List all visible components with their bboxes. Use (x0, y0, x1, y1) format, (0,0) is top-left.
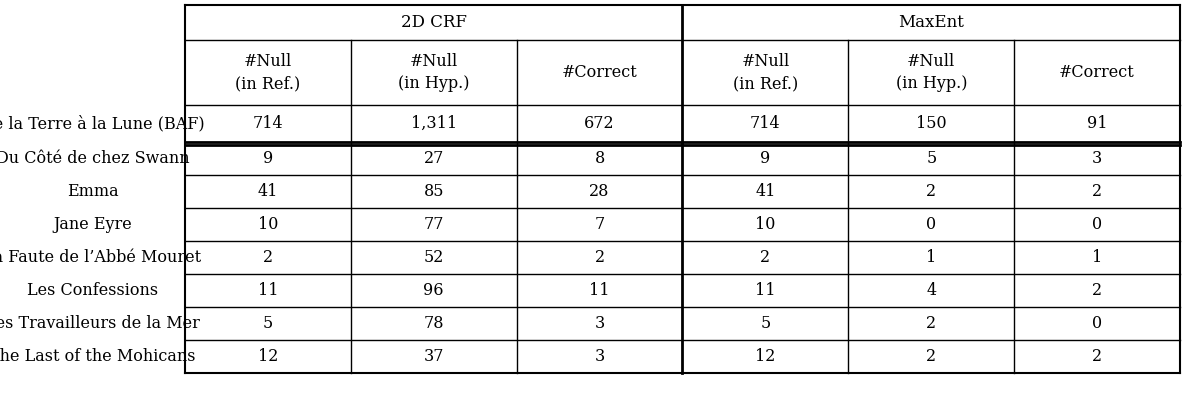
Text: 52: 52 (424, 249, 444, 266)
Text: #Correct: #Correct (561, 64, 638, 81)
Text: 3: 3 (1093, 150, 1102, 167)
Text: #Null
(in Ref.): #Null (in Ref.) (235, 53, 301, 92)
Text: 85: 85 (424, 183, 444, 200)
Text: #Null
(in Hyp.): #Null (in Hyp.) (896, 53, 967, 92)
Text: 2: 2 (263, 249, 273, 266)
Text: 41: 41 (258, 183, 278, 200)
Text: 11: 11 (755, 282, 776, 299)
Text: 12: 12 (756, 348, 776, 365)
Text: 9: 9 (263, 150, 273, 167)
Text: Les Confessions: Les Confessions (27, 282, 158, 299)
Text: 11: 11 (258, 282, 278, 299)
Text: 78: 78 (424, 315, 444, 332)
Text: 9: 9 (761, 150, 770, 167)
Text: 27: 27 (424, 150, 444, 167)
Text: 150: 150 (916, 115, 947, 132)
Text: 3: 3 (595, 348, 604, 365)
Text: De la Terre à la Lune (BAF): De la Terre à la Lune (BAF) (0, 115, 204, 132)
Text: 77: 77 (424, 216, 444, 233)
Text: La Faute de l’Abbé Mouret: La Faute de l’Abbé Mouret (0, 249, 202, 266)
Text: 7: 7 (595, 216, 604, 233)
Text: 1: 1 (927, 249, 936, 266)
Text: 12: 12 (258, 348, 278, 365)
Text: 8: 8 (595, 150, 604, 167)
Text: #Null
(in Hyp.): #Null (in Hyp.) (398, 53, 469, 92)
Text: Les Travailleurs de la Mer: Les Travailleurs de la Mer (0, 315, 199, 332)
Text: 2: 2 (1093, 282, 1102, 299)
Text: 5: 5 (761, 315, 770, 332)
Text: 2: 2 (927, 348, 936, 365)
Text: 1,311: 1,311 (411, 115, 457, 132)
Text: 2: 2 (1093, 348, 1102, 365)
Text: The Last of the Mohicans: The Last of the Mohicans (0, 348, 196, 365)
Text: 10: 10 (756, 216, 776, 233)
Text: 1: 1 (1093, 249, 1102, 266)
Text: 3: 3 (595, 315, 604, 332)
Text: 0: 0 (927, 216, 936, 233)
Text: 10: 10 (258, 216, 278, 233)
Text: 0: 0 (1093, 216, 1102, 233)
Text: Du Côté de chez Swann: Du Côté de chez Swann (0, 150, 190, 167)
Text: 96: 96 (424, 282, 444, 299)
Text: 714: 714 (253, 115, 283, 132)
Text: 5: 5 (927, 150, 936, 167)
Text: 2: 2 (1093, 183, 1102, 200)
Text: 2: 2 (927, 315, 936, 332)
Text: 2: 2 (927, 183, 936, 200)
Text: 2: 2 (595, 249, 604, 266)
Text: Jane Eyre: Jane Eyre (53, 216, 131, 233)
Text: #Null
(in Ref.): #Null (in Ref.) (733, 53, 798, 92)
Text: 41: 41 (756, 183, 776, 200)
Text: Emma: Emma (67, 183, 118, 200)
Text: 91: 91 (1087, 115, 1107, 132)
Text: 5: 5 (263, 315, 273, 332)
Text: 0: 0 (1093, 315, 1102, 332)
Text: #Correct: #Correct (1059, 64, 1135, 81)
Text: MaxEnt: MaxEnt (898, 14, 965, 31)
Text: 37: 37 (424, 348, 444, 365)
Text: 672: 672 (584, 115, 615, 132)
Text: 28: 28 (590, 183, 610, 200)
Text: 11: 11 (590, 282, 610, 299)
Text: 714: 714 (750, 115, 781, 132)
Text: 2D CRF: 2D CRF (401, 14, 467, 31)
Text: 4: 4 (927, 282, 936, 299)
Text: 2: 2 (761, 249, 770, 266)
